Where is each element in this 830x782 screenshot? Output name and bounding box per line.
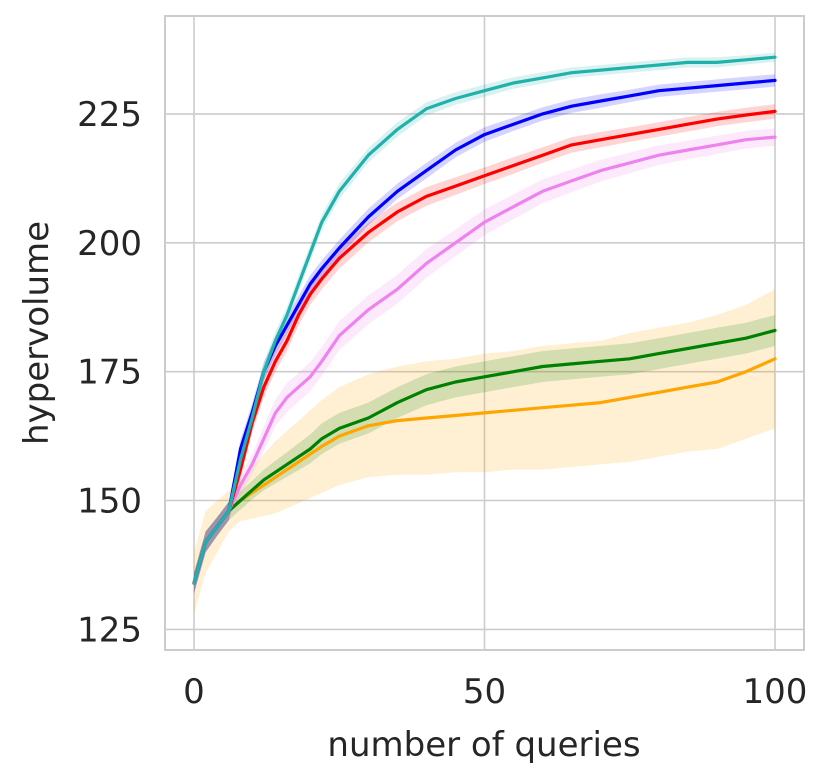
x-tick-100: 100 <box>743 672 808 712</box>
y-tick-175: 175 <box>77 353 142 393</box>
series-lines <box>192 55 777 585</box>
y-tick-150: 150 <box>77 482 142 522</box>
green-series-line <box>192 328 777 585</box>
teal-band <box>194 52 775 594</box>
blue-series-line <box>192 78 777 585</box>
y-tick-225: 225 <box>77 95 142 135</box>
violet-series-line <box>192 135 777 585</box>
orange-band <box>194 289 775 614</box>
plot-frame <box>164 15 805 651</box>
x-axis-label: number of queries <box>327 725 640 765</box>
y-tick-125: 125 <box>77 610 142 650</box>
y-tick-labels: 125 150 175 200 225 <box>77 95 142 651</box>
x-tick-labels: 0 50 100 <box>183 672 807 712</box>
x-tick-50: 50 <box>463 672 506 712</box>
x-tick-0: 0 <box>183 672 205 712</box>
teal-series-line <box>192 55 777 585</box>
y-axis-label: hypervolume <box>17 221 57 445</box>
red-series-line <box>192 109 777 585</box>
y-tick-200: 200 <box>77 224 142 264</box>
